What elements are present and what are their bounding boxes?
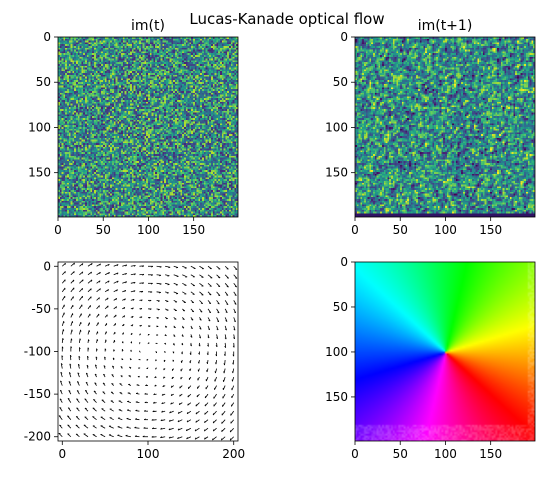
y-tick-label: 0 [43,259,51,273]
flow-arrow [225,360,226,365]
x-tick-label: 150 [479,223,502,237]
x-tick-label: 100 [137,223,160,237]
panel-im_t1: 0 50 100 150 0 50 100 150 im(t+1) [325,18,535,237]
y-tick-label: 100 [325,120,348,134]
x-tick-label: 0 [351,223,359,237]
y-tick-label: 0 [43,30,51,44]
heatmap-image [58,37,238,217]
y-tick-label: 100 [28,120,51,134]
x-tick-label: 100 [434,447,457,461]
panel-flow_hsv: 0 50 100 150 0 50 100 150 [325,255,535,461]
y-tick-label: 150 [28,166,51,180]
flow-hsv-image [355,262,535,441]
y-tick-label: 0 [340,255,348,269]
y-tick-label: 50 [333,300,348,314]
y-tick-label: 100 [325,345,348,359]
x-tick-label: 150 [479,447,502,461]
y-tick-label: -50 [31,302,51,316]
x-tick-label: 0 [351,447,359,461]
x-tick-label: 100 [434,223,457,237]
y-tick-label: 150 [325,390,348,404]
panel-im_t: 0 50 100 150 0 50 100 150 im(t) [28,18,238,237]
flow-arrow [134,428,139,429]
y-tick-label: -100 [24,345,51,359]
axes-title: im(t+1) [418,18,473,34]
x-tick-label: 50 [96,223,111,237]
y-tick-label: -200 [24,430,51,444]
x-tick-label: 0 [54,223,62,237]
y-tick-label: 150 [325,166,348,180]
x-tick-label: 0 [58,447,66,461]
heatmap-image [355,37,535,217]
x-tick-label: 50 [393,447,408,461]
quiver-background [58,262,238,441]
axes-title: im(t) [131,18,165,34]
x-tick-label: 150 [182,223,205,237]
figure-suptitle: Lucas-Kanade optical flow [189,10,384,28]
x-tick-label: 50 [393,223,408,237]
y-tick-label: 50 [36,75,51,89]
y-tick-label: -150 [24,387,51,401]
y-tick-label: 50 [333,75,348,89]
x-tick-label: 200 [222,447,245,461]
y-tick-label: 0 [340,30,348,44]
x-tick-label: 100 [137,447,160,461]
panel-flow_quiver: 0 100 200 0 -50 -100 -150 -200 [24,259,245,461]
